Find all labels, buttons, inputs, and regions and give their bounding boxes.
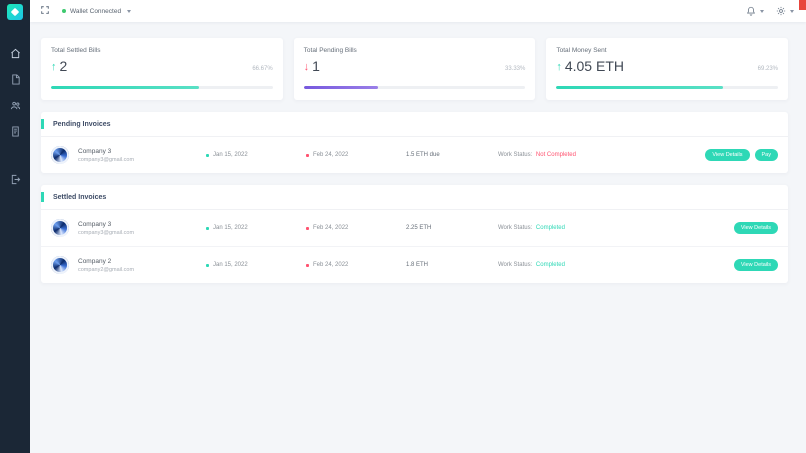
stat-progress [303,86,526,89]
accent-bar [41,119,44,129]
stat-card-settled-bills: Total Settled Bills ↑ 2 66.67% [41,38,283,100]
up-arrow-icon: ↑ [51,61,57,73]
stat-title: Total Money Sent [556,47,607,54]
wallet-status-text: Wallet Connected [70,7,122,15]
pay-button[interactable]: Pay [754,149,778,161]
company-email: company2@gmail.com [78,266,135,273]
home-icon [10,46,21,64]
start-date-marker [206,153,209,157]
users-icon [10,98,21,116]
start-date: Jan 15, 2022 [206,262,306,268]
company-name: Company 3 [78,220,112,228]
avatar [51,146,69,164]
view-details-button[interactable]: View Details [705,149,750,161]
start-date-marker [206,226,209,230]
settled-invoices-panel: Settled Invoices Company 3 company3@gmai… [41,185,788,283]
stat-progress [556,86,779,89]
logout-icon [10,172,21,190]
invoice-row: Company 2 company2@gmail.com Jan 15, 202… [41,246,788,283]
pending-invoices-panel: Pending Invoices Company 3 company3@gmai… [41,112,788,173]
fullscreen-icon [40,2,50,20]
panel-header: Pending Invoices [41,112,788,137]
wallet-connected-dropdown[interactable]: Wallet Connected [62,7,132,15]
chevron-down-icon [127,9,132,13]
invoice-row: Company 3 company3@gmail.com Jan 15, 202… [41,137,788,173]
stat-title: Total Pending Bills [303,47,357,54]
notifications-dropdown[interactable] [746,6,764,16]
stat-card-pending-bills: Total Pending Bills ↓ 1 33.33% [293,38,536,100]
sidebar-item-invoices[interactable] [6,72,24,90]
due-date-marker [306,153,309,157]
company-name: Company 2 [78,257,112,265]
invoice-amount: 2.25 ETH [406,225,432,231]
file-icon [10,72,21,90]
work-status-label: Work Status: [498,152,533,158]
stat-title: Total Settled Bills [51,47,101,54]
avatar [51,256,69,274]
up-arrow-icon: ↑ [556,61,562,73]
logo-icon [10,7,20,17]
due-date-marker [306,226,309,230]
company-email: company3@gmail.com [78,156,135,163]
panel-title: Pending Invoices [53,120,111,128]
stat-percent: 33.33% [504,66,526,72]
work-status-value: Not Completed [535,152,576,158]
topbar: Wallet Connected [30,0,806,22]
connected-status-dot [62,9,66,13]
screen-corner-indicator [799,0,806,10]
work-status-label: Work Status: [498,225,533,231]
main-content: Total Settled Bills ↑ 2 66.67% Total Pen… [30,22,806,283]
company-name: Company 3 [78,147,112,155]
stat-progress [51,86,273,89]
due-date-marker [306,263,309,267]
due-date: Feb 24, 2022 [306,262,406,268]
panel-title: Settled Invoices [53,193,107,201]
stat-value: 2 [59,58,68,74]
chevron-down-icon [760,9,764,13]
sidebar-item-documents[interactable] [6,124,24,142]
stat-percent: 66.67% [252,66,273,72]
panel-header: Settled Invoices [41,185,788,210]
avatar [51,219,69,237]
stat-card-money-sent: Total Money Sent ↑ 4.05 ETH 69.23% [546,38,789,100]
sidebar-item-home[interactable] [6,46,24,64]
start-date: Jan 15, 2022 [206,152,306,158]
sidebar [0,0,30,453]
work-status-value: Completed [535,225,565,231]
work-status-value: Completed [535,262,565,268]
due-date: Feb 24, 2022 [306,225,406,231]
company-email: company3@gmail.com [78,229,135,236]
view-details-button[interactable]: View Details [733,222,778,234]
work-status: Work Status: Not Completed [498,152,705,158]
stats-row: Total Settled Bills ↑ 2 66.67% Total Pen… [41,38,789,100]
invoice-amount: 1.5 ETH due [406,152,440,158]
down-arrow-icon: ↓ [303,61,310,73]
work-status: Work Status: Completed [498,225,734,231]
bell-icon [746,6,756,16]
start-date-marker [206,263,209,267]
chevron-down-icon [790,9,794,13]
invoice-row: Company 3 company3@gmail.com Jan 15, 202… [41,210,788,246]
stat-value: 4.05 ETH [564,58,624,74]
sidebar-logout[interactable] [6,172,24,190]
stat-percent: 69.23% [757,66,779,72]
app-logo[interactable] [7,4,23,20]
due-date: Feb 24, 2022 [306,152,406,158]
stat-value: 1 [312,58,320,74]
work-status: Work Status: Completed [498,262,734,268]
start-date: Jan 15, 2022 [206,225,306,231]
accent-bar [41,192,44,202]
work-status-label: Work Status: [498,262,533,268]
view-details-button[interactable]: View Details [733,259,778,271]
fullscreen-button[interactable] [40,2,50,20]
document-icon [10,124,21,142]
settings-dropdown[interactable] [776,6,794,16]
sidebar-item-clients[interactable] [6,98,24,116]
invoice-amount: 1.8 ETH [406,262,429,268]
gear-icon [776,6,786,16]
